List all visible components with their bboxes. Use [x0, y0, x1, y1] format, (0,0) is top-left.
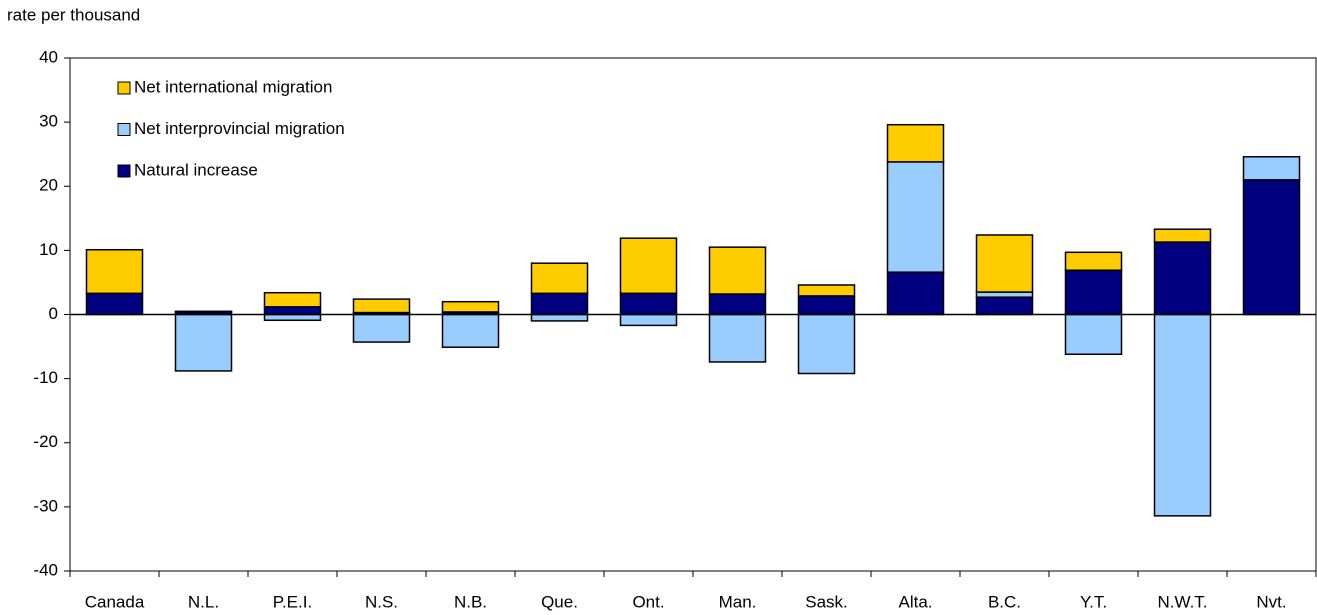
bar-segment — [797, 295, 856, 316]
bar-segment — [1153, 241, 1212, 316]
x-tick-label: P.E.I. — [273, 592, 312, 611]
x-tick-label: Man. — [719, 592, 757, 611]
bar-segment — [352, 313, 411, 343]
bar-segment — [530, 313, 589, 322]
legend-swatch — [117, 81, 131, 95]
bar-segment — [263, 291, 322, 308]
bar-segment — [708, 246, 767, 295]
bar-segment — [797, 313, 856, 375]
bar-segment — [886, 123, 945, 163]
legend-label: Net interprovincial migration — [134, 119, 345, 138]
bar-segment — [619, 237, 678, 295]
bar-segment — [797, 284, 856, 297]
bar-segment — [263, 306, 322, 316]
bar-segment — [85, 292, 144, 316]
bar-segment — [1064, 251, 1123, 272]
bar-segment — [530, 292, 589, 316]
y-tick-label: 20 — [39, 176, 58, 195]
bar-segment — [975, 296, 1034, 316]
bar-segment — [975, 291, 1034, 298]
x-tick-label: Nvt. — [1256, 592, 1286, 611]
y-tick-label: -10 — [33, 368, 58, 387]
y-tick-label: 30 — [39, 112, 58, 131]
bar-segment — [975, 234, 1034, 293]
x-tick-label: Y.T. — [1080, 592, 1107, 611]
x-tick-label: Canada — [85, 592, 145, 611]
bar-segment — [708, 313, 767, 363]
bar-segment — [619, 292, 678, 316]
bar-segment — [886, 161, 945, 273]
bar-segment — [530, 262, 589, 295]
bar-segment — [708, 293, 767, 316]
y-tick-label: 10 — [39, 240, 58, 259]
bar-segment — [1242, 179, 1301, 316]
bar-segment — [1242, 156, 1301, 181]
bar-segment — [886, 271, 945, 316]
bar-segment — [1153, 228, 1212, 243]
y-tick-label: -40 — [33, 560, 58, 579]
bar-segment — [352, 298, 411, 314]
x-tick-label: N.L. — [188, 592, 219, 611]
x-tick-label: Alta. — [898, 592, 932, 611]
bar-segment — [619, 313, 678, 327]
x-tick-label: Sask. — [805, 592, 848, 611]
legend-swatch — [117, 123, 131, 136]
y-tick-label: 0 — [49, 304, 58, 323]
bar-segment — [1153, 313, 1212, 517]
x-tick-label: N.B. — [454, 592, 487, 611]
bar-segment — [174, 310, 233, 313]
legend-label: Natural increase — [134, 160, 258, 179]
legend-label: Net international migration — [134, 77, 332, 96]
bar-segment — [174, 313, 233, 372]
x-tick-label: Que. — [541, 592, 578, 611]
bar-segment — [441, 300, 500, 313]
x-tick-label: N.W.T. — [1157, 592, 1207, 611]
bar-segment — [85, 248, 144, 295]
bar-segment — [1064, 269, 1123, 316]
y-tick-label: -20 — [33, 432, 58, 451]
x-tick-label: N.S. — [365, 592, 398, 611]
y-tick-label: -30 — [33, 496, 58, 515]
legend-swatch — [117, 164, 131, 178]
bar-segment — [1064, 313, 1123, 356]
x-tick-label: B.C. — [988, 592, 1021, 611]
y-tick-label: 40 — [39, 47, 58, 66]
x-tick-label: Ont. — [632, 592, 664, 611]
bar-segment — [441, 313, 500, 348]
bar-segment — [263, 313, 322, 322]
y-axis-label: rate per thousand — [7, 5, 140, 24]
